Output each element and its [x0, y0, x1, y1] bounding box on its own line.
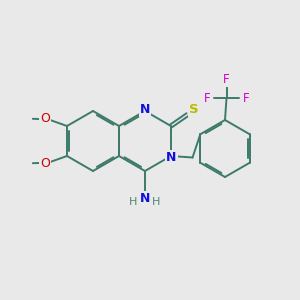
Text: N: N	[140, 103, 150, 116]
Text: O: O	[40, 157, 50, 170]
Text: H: H	[129, 196, 138, 207]
Text: F: F	[204, 92, 211, 105]
Text: H: H	[152, 196, 160, 207]
Text: F: F	[223, 73, 230, 86]
Text: N: N	[167, 151, 177, 164]
Text: N: N	[140, 191, 150, 205]
Text: F: F	[242, 92, 249, 105]
Text: O: O	[40, 112, 50, 125]
Text: S: S	[189, 103, 199, 116]
